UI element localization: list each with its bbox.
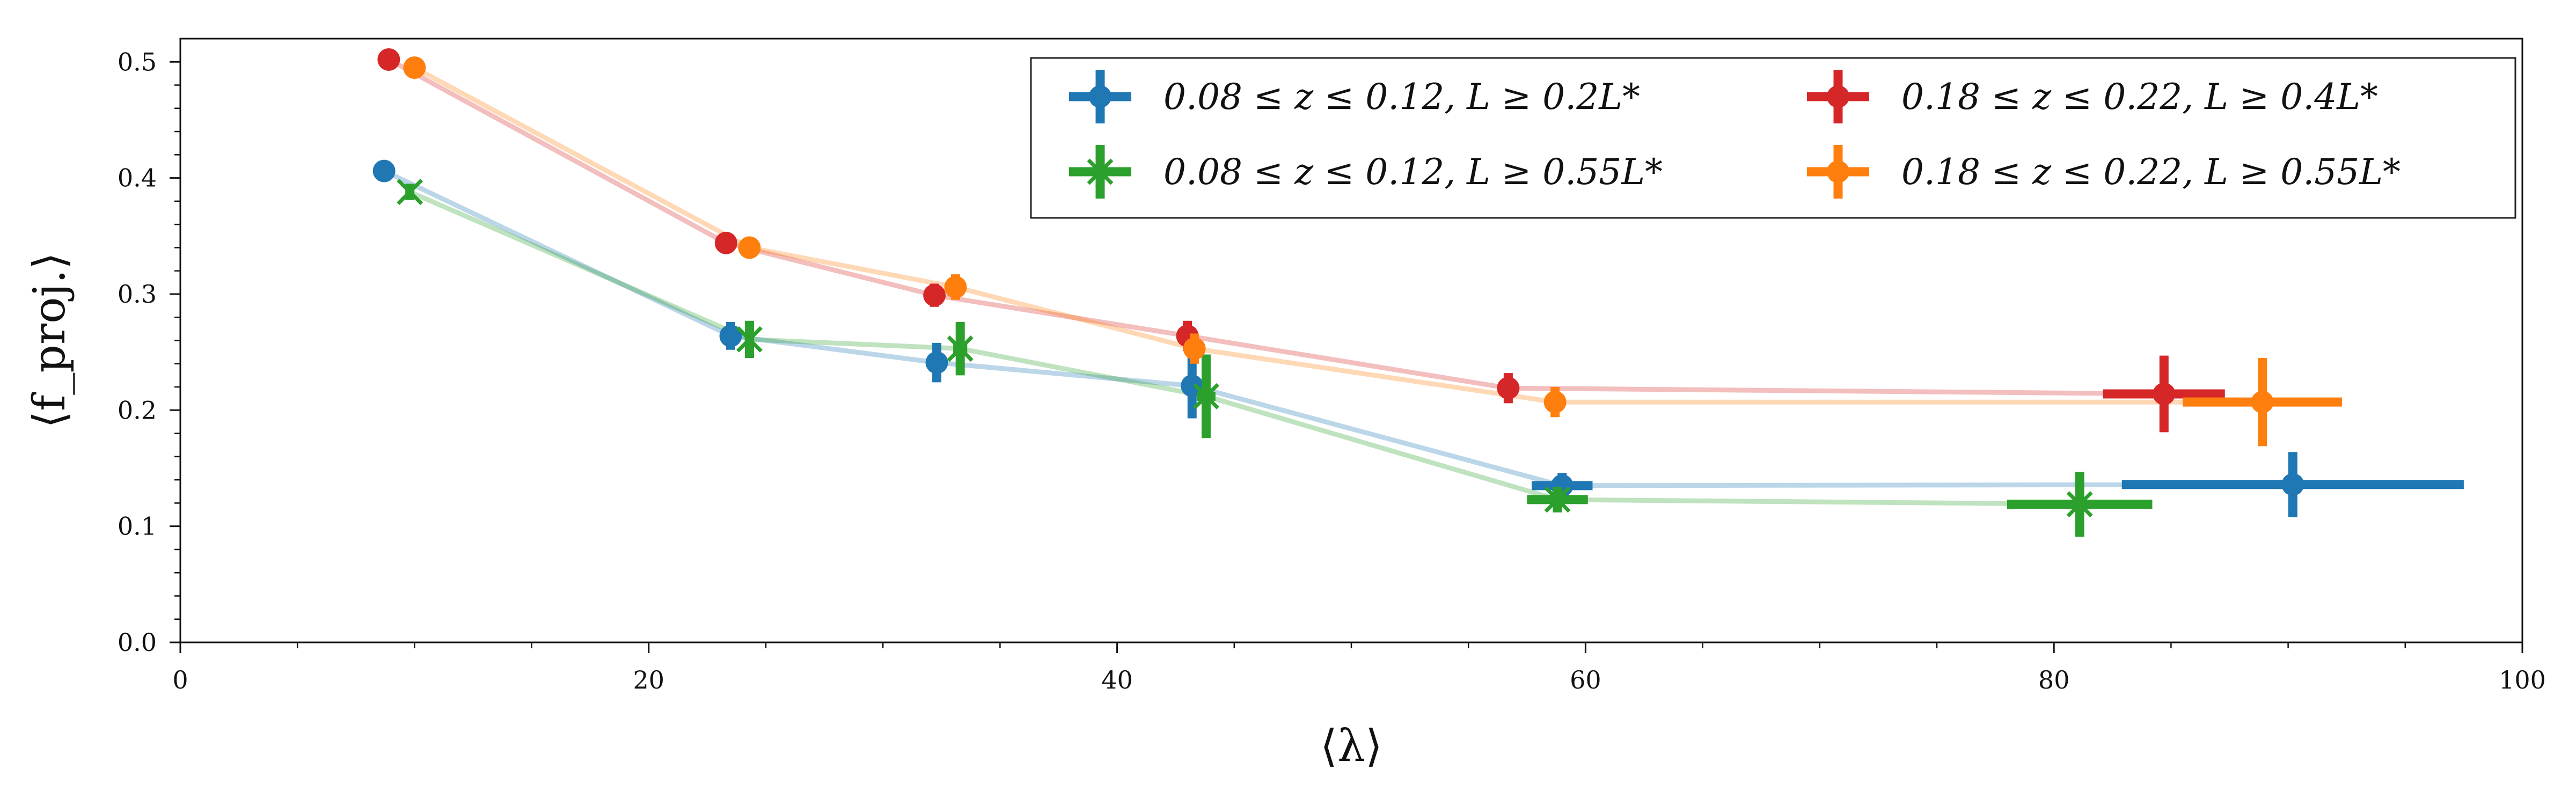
point-marker: [2251, 391, 2274, 414]
point-marker: [947, 335, 974, 362]
point-marker: [944, 275, 967, 298]
data-point: [2121, 452, 2464, 517]
data-point: [719, 321, 742, 350]
point-marker: [1544, 486, 1571, 513]
series-3-points: [377, 48, 2225, 433]
point-marker: [714, 231, 737, 254]
legend-entry: 0.18 ≤ z ≤ 0.22, L ≥ 0.4L*: [1807, 70, 2378, 123]
legend-marker: [1089, 85, 1111, 108]
point-marker: [2281, 473, 2304, 496]
legend-frame: [1030, 57, 2516, 219]
data-point: [403, 56, 426, 79]
point-marker: [377, 48, 400, 71]
x-tick-label: 20: [633, 665, 665, 694]
x-tick-label: 0: [172, 665, 188, 694]
point-marker: [372, 159, 396, 182]
data-point: [736, 320, 763, 358]
series-line-2: [408, 189, 2080, 507]
data-point: [714, 231, 737, 254]
series-4-points: [403, 56, 2342, 447]
data-point: [1543, 387, 1567, 418]
y-tick-label: 0.2: [118, 396, 157, 425]
data-point: [944, 274, 967, 300]
data-point: [947, 321, 974, 376]
data-marks: [372, 48, 2464, 537]
point-marker: [925, 351, 948, 374]
point-marker: [2153, 383, 2176, 406]
data-point: [1497, 373, 1520, 404]
point-marker: [738, 236, 761, 259]
data-point: [372, 159, 396, 182]
x-tick-label: 60: [1570, 665, 1601, 694]
legend-marker: [1087, 158, 1114, 185]
data-point: [1527, 486, 1588, 513]
y-axis-label: ⟨f_proj.⟩: [24, 252, 75, 428]
point-marker: [719, 324, 742, 347]
series-2-points: [397, 179, 2153, 537]
legend-entry: 0.08 ≤ z ≤ 0.12, L ≥ 0.55L*: [1069, 145, 1663, 199]
legend-entry: 0.18 ≤ z ≤ 0.22, L ≥ 0.55L*: [1807, 145, 2401, 199]
series-line-3: [387, 57, 2164, 397]
axis-ticks: 0 20 40 60 80 100 0.0 0.1 0.2 0.3 0.4 0.5: [118, 47, 2546, 694]
y-tick-label: 0.4: [118, 164, 157, 193]
x-tick-label: 80: [2038, 665, 2070, 694]
data-point: [738, 236, 761, 259]
y-tick-label: 0.0: [118, 628, 157, 657]
data-point: [2103, 355, 2225, 433]
y-tick-label: 0.1: [118, 512, 157, 541]
point-marker: [403, 56, 426, 79]
data-point: [925, 342, 948, 383]
point-marker: [1497, 377, 1520, 400]
x-tick-label: 100: [2499, 665, 2546, 694]
data-point: [923, 283, 946, 307]
legend-label: 0.08 ≤ z ≤ 0.12, L ≥ 0.2L*: [1163, 76, 1640, 118]
legend-marker: [1827, 85, 1849, 108]
legend: 0.08 ≤ z ≤ 0.12, L ≥ 0.2L* 0.08 ≤ z ≤ 0.1…: [1030, 57, 2516, 219]
point-marker: [1192, 383, 1219, 409]
data-point: [1183, 333, 1206, 364]
point-marker: [397, 179, 423, 206]
x-axis-label: ⟨λ⟩: [1320, 721, 1382, 772]
data-point: [1192, 354, 1219, 438]
legend-marker: [1827, 160, 1849, 183]
y-tick-label: 0.3: [118, 280, 157, 309]
point-marker: [1181, 374, 1204, 397]
x-tick-label: 40: [1101, 665, 1133, 694]
data-point: [2007, 471, 2153, 537]
point-marker: [2066, 491, 2093, 518]
series-lines: [383, 57, 2293, 507]
point-marker: [1543, 391, 1567, 414]
point-marker: [736, 326, 763, 353]
data-point: [377, 48, 400, 71]
legend-label: 0.08 ≤ z ≤ 0.12, L ≥ 0.55L*: [1163, 151, 1663, 193]
point-marker: [1183, 337, 1206, 360]
legend-label: 0.18 ≤ z ≤ 0.22, L ≥ 0.4L*: [1901, 76, 2378, 118]
legend-entry: 0.08 ≤ z ≤ 0.12, L ≥ 0.2L*: [1069, 70, 1640, 123]
y-tick-label: 0.5: [118, 47, 157, 76]
point-marker: [923, 284, 946, 307]
legend-label: 0.18 ≤ z ≤ 0.22, L ≥ 0.55L*: [1901, 151, 2401, 193]
data-point: [2183, 357, 2342, 447]
data-point: [397, 179, 423, 206]
series-line-4: [413, 65, 2263, 405]
series-line-1: [383, 169, 2293, 488]
